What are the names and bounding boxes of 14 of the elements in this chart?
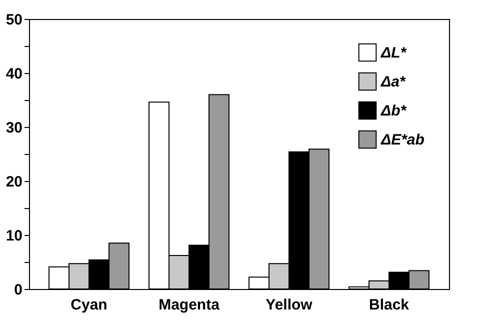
x-tick-label: Cyan	[70, 296, 108, 314]
y-tick-label: 0	[14, 282, 22, 298]
legend-label: Δa*	[380, 74, 406, 90]
y-tick-label: 30	[6, 120, 22, 136]
y-tick-label: 10	[6, 228, 22, 244]
y-tick-label: 50	[6, 12, 22, 28]
legend-label: ΔE*ab	[380, 132, 424, 148]
legend-label: ΔL*	[380, 44, 408, 62]
x-tick-label: Black	[368, 296, 410, 314]
x-tick-label: Magenta	[158, 296, 220, 314]
y-tick-label: 40	[6, 66, 22, 82]
y-tick-label: 20	[6, 174, 22, 190]
legend-label: Δb*	[380, 102, 408, 120]
x-tick-label: Yellow	[266, 296, 313, 314]
